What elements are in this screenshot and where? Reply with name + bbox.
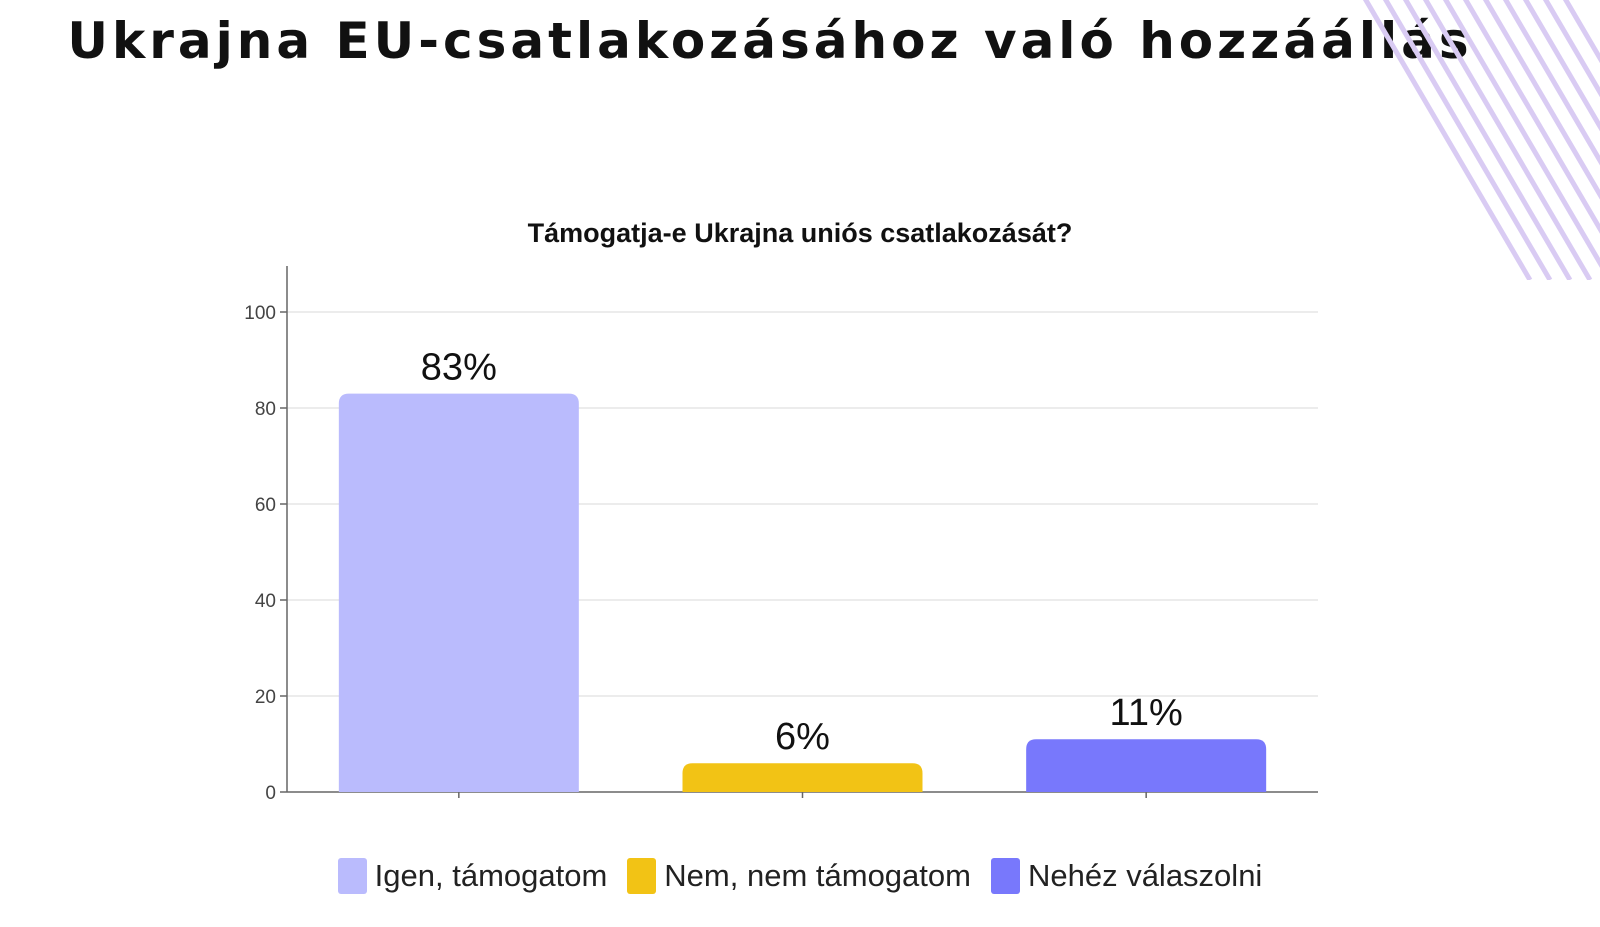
bar-value-label: 11% [1110, 692, 1183, 734]
y-tick-label: 40 [255, 591, 276, 612]
bar [682, 763, 923, 792]
legend-label: Igen, támogatom [374, 858, 608, 893]
decoration-stripe [1402, 0, 1573, 280]
bar-chart: 0 20 40 60 80 100 83% 6% 11% [244, 266, 1318, 804]
decoration-stripe [1422, 0, 1593, 280]
legend-item[interactable]: Nehéz válaszolni [990, 858, 1263, 894]
decoration-stripe [1542, 0, 1600, 98]
y-tick-label: 100 [244, 303, 276, 324]
decoration-stripe [1482, 0, 1600, 200]
legend-swatch [627, 858, 657, 894]
bar-value-label: 83% [421, 347, 497, 389]
y-tick-label: 80 [255, 399, 276, 420]
legend-label: Nehéz válaszolni [1027, 858, 1263, 893]
bar-value-label: 6% [775, 716, 830, 758]
chart-legend: Igen, támogatom Nem, nem támogatom Nehéz v… [0, 858, 1600, 894]
y-tick-label: 20 [255, 687, 276, 708]
bar [1026, 739, 1267, 792]
legend-label: Nem, nem támogatom [664, 858, 971, 893]
bar [338, 393, 579, 792]
legend-swatch [990, 858, 1020, 894]
legend-item[interactable]: Nem, nem támogatom [627, 858, 971, 894]
decoration-stripe [1442, 0, 1600, 268]
legend-swatch [337, 858, 367, 894]
corner-stripes-decoration [1362, 0, 1600, 280]
y-tick-label: 60 [255, 495, 276, 516]
decoration-stripe [1462, 0, 1600, 234]
y-tick-label: 0 [265, 783, 276, 804]
decoration-stripe [1562, 0, 1600, 64]
decoration-stripe [1522, 0, 1600, 132]
decoration-stripe [1362, 0, 1533, 280]
decoration-stripe [1502, 0, 1600, 166]
decoration-stripe [1382, 0, 1553, 280]
page-title: Ukrajna EU-csatlakozásához való hozzááll… [67, 12, 1473, 70]
legend-item[interactable]: Igen, támogatom [337, 858, 608, 894]
chart-title: Támogatja-e Ukrajna uniós csatlakozását? [527, 218, 1073, 248]
